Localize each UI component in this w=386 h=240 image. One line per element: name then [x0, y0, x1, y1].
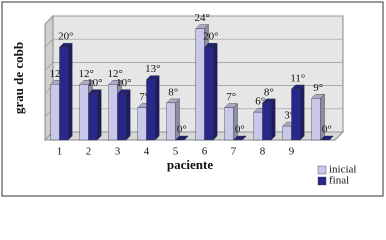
x-tick-label: 7 [231, 146, 237, 158]
bar [262, 102, 272, 141]
value-label: 3° [284, 110, 294, 122]
bar [224, 107, 234, 141]
bar [282, 125, 292, 141]
bar [79, 84, 89, 141]
value-label: 7° [226, 91, 236, 103]
bar-top [175, 135, 189, 141]
bar [291, 88, 301, 141]
value-label: 0° [177, 124, 187, 136]
bar [59, 47, 69, 141]
x-tick-label: 6 [202, 146, 208, 158]
bar-side [96, 89, 102, 141]
bar-top [320, 135, 334, 141]
bar-side [300, 84, 305, 141]
bar-top [233, 135, 247, 141]
bar [204, 47, 214, 141]
value-label: 0° [322, 124, 332, 136]
legend-swatch [317, 165, 327, 175]
value-label: 0° [235, 124, 245, 136]
legend-label: final [329, 175, 349, 187]
bar-side [212, 42, 218, 141]
bar [88, 93, 98, 141]
x-tick-label: 8 [260, 146, 266, 158]
y-axis-title: grau de cobb [11, 42, 26, 114]
value-label: 11° [290, 72, 305, 84]
chart: grau de cobb paciente 112°20°212°10°312°… [1, 1, 384, 197]
bar [311, 98, 321, 141]
value-label: 10° [87, 77, 102, 89]
bar [108, 84, 118, 141]
bar [166, 102, 176, 141]
value-label: 12° [78, 68, 93, 80]
x-tick-label: 5 [173, 146, 179, 158]
grid-line [44, 38, 343, 48]
value-label: 10° [116, 77, 131, 89]
bar-side [67, 42, 73, 141]
x-tick-label: 3 [115, 146, 121, 158]
grid-line [44, 62, 343, 71]
x-axis-title: paciente [167, 157, 213, 172]
x-tick-label: 9 [289, 146, 295, 158]
value-label: 9° [313, 82, 323, 94]
x-tick-label: 4 [144, 146, 150, 158]
bar-side [154, 75, 160, 141]
value-label: 8° [264, 86, 274, 98]
value-label: 12° [107, 68, 122, 80]
bar-side [271, 98, 276, 141]
value-label: 13° [145, 63, 160, 75]
legend-label: inicial [329, 164, 357, 176]
x-tick-label: 1 [57, 146, 63, 158]
bar [137, 107, 147, 141]
grid-line [44, 15, 343, 25]
bar [117, 93, 127, 141]
x-tick-label: 2 [86, 146, 92, 158]
legend-swatch [317, 176, 327, 186]
value-label: 20° [58, 31, 73, 43]
bar [50, 84, 60, 141]
value-label: 7° [139, 91, 149, 103]
value-label: 24° [194, 12, 209, 24]
value-label: 8° [168, 86, 178, 98]
value-label: 6° [255, 96, 265, 108]
value-label: 20° [203, 31, 218, 43]
bar [253, 111, 263, 141]
bar [195, 28, 205, 141]
bar-side [125, 89, 131, 141]
bar [146, 79, 156, 141]
